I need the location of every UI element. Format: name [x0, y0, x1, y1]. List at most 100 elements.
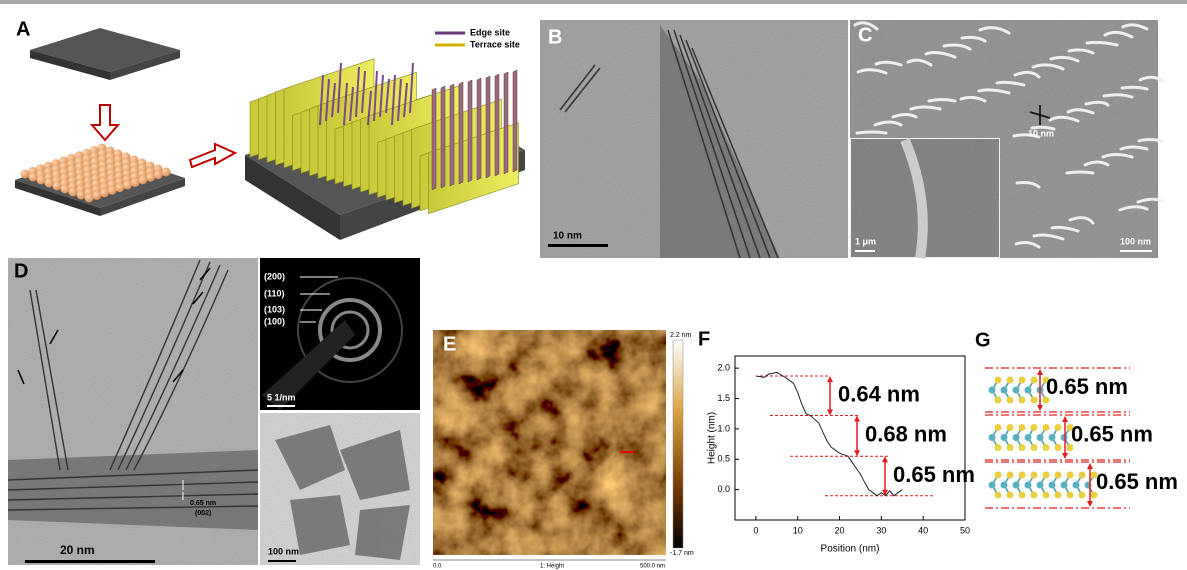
y-tick-label: 0.0	[717, 484, 730, 494]
x-tick-label: 20	[835, 525, 845, 535]
s-atom	[1019, 472, 1026, 479]
y-axis-title: Height (nm)	[707, 412, 718, 464]
mo-atom	[1037, 434, 1044, 441]
edge-sheet	[504, 72, 508, 174]
s-atom	[1031, 377, 1038, 384]
arrow	[190, 144, 235, 167]
axis-title: 1: Height	[540, 564, 564, 570]
annotation: 0.65 nm	[893, 462, 975, 487]
edge-sheet	[477, 78, 481, 180]
x-tick-label: 50	[960, 525, 970, 535]
s-atom	[1007, 397, 1014, 404]
s-atom	[1019, 397, 1026, 404]
nanoparticle	[162, 168, 171, 177]
panel-c: C 10 nm 1 μm 100 nm	[850, 20, 1162, 258]
x-tick-label: 40	[918, 525, 928, 535]
figure: A Edge site Terrace site B 10 nm	[0, 0, 1187, 570]
legend-text: Terrace site	[470, 39, 520, 49]
scale-text: 100 nm	[1120, 236, 1151, 246]
mo-atom	[1037, 482, 1044, 489]
plane-text: (002)	[195, 510, 211, 517]
edge-sheet	[441, 86, 445, 188]
s-atom	[1043, 492, 1050, 499]
edge-sheet	[468, 80, 472, 182]
s-atom	[995, 492, 1002, 499]
mo-atom	[989, 482, 996, 489]
mo-atom	[1013, 387, 1020, 394]
afm-image	[433, 330, 666, 555]
nanoparticle	[21, 170, 30, 179]
scale-bar	[267, 405, 295, 407]
slab	[30, 28, 180, 72]
edge-sheet	[450, 84, 454, 186]
y-tick-label: 0.5	[717, 454, 730, 464]
s-atom	[1055, 492, 1062, 499]
s-atom	[995, 472, 1002, 479]
sheet-edge	[1067, 172, 1093, 173]
nanoparticle	[146, 173, 155, 182]
scale-bar	[25, 560, 155, 563]
sheet-edge	[929, 100, 955, 102]
edge-sheet	[459, 82, 463, 184]
axis-end: 500.0 nm	[640, 564, 665, 570]
s-atom	[1019, 492, 1026, 499]
mo-atom	[989, 387, 996, 394]
s-atom	[995, 424, 1002, 431]
scale-text: 10 nm	[553, 231, 582, 242]
panel-label: D	[14, 260, 28, 282]
panel-label: B	[548, 26, 562, 48]
ring-label: (110)	[264, 288, 285, 298]
scale-bar	[548, 244, 608, 247]
panel-b: B 10 nm	[540, 20, 848, 258]
nanoparticle	[100, 188, 109, 197]
panel-label: E	[443, 333, 456, 355]
s-atom	[995, 444, 1002, 451]
panel-label: A	[16, 18, 30, 40]
sheet-edge	[1139, 140, 1162, 142]
s-atom	[1007, 424, 1014, 431]
colorbar	[673, 340, 683, 548]
nanoparticle	[154, 170, 163, 179]
mo-atom	[1049, 482, 1056, 489]
body: {"panels": { "a": {"label": "A", "legend…	[0, 0, 1187, 570]
s-atom	[1019, 424, 1026, 431]
nanoparticle	[115, 183, 124, 192]
nanoparticle	[69, 188, 78, 197]
s-atom	[1031, 492, 1038, 499]
s-atom	[995, 397, 1002, 404]
mo-atom	[1001, 482, 1008, 489]
nanoparticle	[61, 185, 70, 194]
spacing-label: 0.65 nm	[1071, 421, 1153, 446]
s-atom	[1007, 492, 1014, 499]
edge-sheet	[486, 76, 490, 178]
s-atom	[1031, 424, 1038, 431]
nanoparticle	[138, 175, 147, 184]
s-atom	[1007, 444, 1014, 451]
mo-atom	[1049, 434, 1056, 441]
mo-atom	[1001, 387, 1008, 394]
mo-atom	[1013, 482, 1020, 489]
arrow	[92, 105, 118, 140]
axis-start: 0.0	[433, 564, 442, 570]
spacing-text: 0.65 nm	[190, 500, 216, 507]
s-atom	[1043, 472, 1050, 479]
edge-sheet	[495, 74, 499, 176]
y-tick-label: 1.0	[717, 423, 730, 433]
feature-text: 10 nm	[1028, 128, 1054, 138]
spacing-label: 0.65 nm	[1046, 374, 1128, 399]
mo-atom	[1025, 482, 1032, 489]
s-atom	[1019, 444, 1026, 451]
s-atom	[1079, 472, 1086, 479]
sheet-edge	[857, 132, 886, 133]
x-tick-label: 10	[793, 525, 803, 535]
mo-atom	[1061, 434, 1068, 441]
mo-atom	[989, 434, 996, 441]
y-tick-label: 2.0	[717, 363, 730, 373]
spacing-label: 0.65 nm	[1096, 469, 1178, 494]
panel-g: G 0.65 nm0.65 nm0.65 nm	[975, 329, 1178, 508]
mo-atom	[1001, 434, 1008, 441]
y-tick-label: 1.5	[717, 393, 730, 403]
nanoparticle	[77, 191, 86, 200]
scale-bar	[855, 250, 875, 252]
annotation: 0.64 nm	[838, 382, 920, 407]
